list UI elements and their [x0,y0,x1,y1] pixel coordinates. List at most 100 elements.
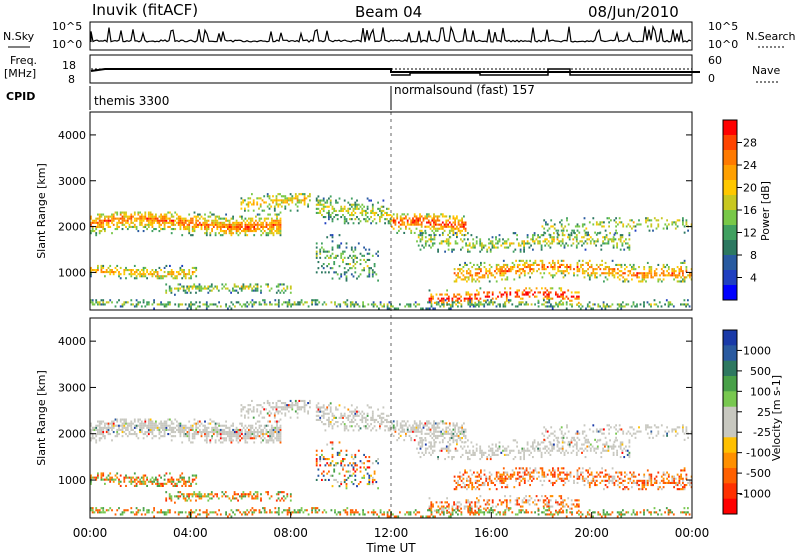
scatter-cell [284,205,287,208]
scatter-cell [370,267,372,270]
scatter-cell [256,493,259,496]
scatter-cell [340,216,343,219]
scatter-cell [488,272,491,275]
scatter-cell [119,484,122,487]
colorbar-tick-label: 4 [750,272,757,285]
scatter-cell [615,263,617,266]
scatter-cell [562,272,565,275]
scatter-cell [114,478,117,481]
scatter-cell [498,291,501,294]
scatter-cell [218,215,220,218]
scatter-cell [592,217,595,220]
scatter-cell [558,449,561,452]
scatter-cell [363,246,365,249]
scatter-cell [682,217,684,220]
scatter-cell [528,246,531,249]
scatter-cell [555,291,557,294]
scatter-cell [461,437,463,440]
scatter-cell [392,434,395,437]
scatter-cell [343,267,346,270]
scatter-cell [667,272,670,275]
scatter-cell [277,435,280,438]
scatter-cell [193,283,196,286]
scatter-cell [352,261,355,264]
scatter-cell [646,219,649,222]
scatter-cell [184,428,187,431]
scatter-cell [263,299,266,302]
scatter-cell [490,266,493,269]
scatter-cell [191,273,194,276]
scatter-cell [146,426,148,429]
scatter-cell [107,422,110,425]
scatter-cell [270,433,273,436]
scatter-cell [258,213,261,216]
scatter-cell [620,266,623,269]
scatter-cell [546,297,549,300]
scatter-cell [368,199,371,202]
scatter-cell [412,221,414,224]
scatter-cell [454,426,456,429]
scatter-cell [168,289,171,292]
scatter-cell [419,439,422,442]
scatter-cell [608,274,610,277]
scatter-cell [107,266,110,269]
scatter-cell [297,301,299,304]
scatter-cell [377,414,379,417]
scatter-cell [442,297,445,300]
scatter-cell [331,205,334,208]
scatter-cell [109,271,112,274]
scatter-cell [604,305,607,308]
scatter-cell [552,266,554,269]
scatter-cell [275,291,278,294]
scatter-cell [149,478,152,481]
scatter-cell [351,301,354,304]
scatter-cell [195,433,198,436]
scatter-cell [90,439,92,442]
scatter-cell [549,287,552,290]
scatter-cell [105,478,108,481]
scatter-cell [176,277,178,280]
scatter-cell [433,441,436,444]
scatter-cell [232,221,234,224]
scatter-cell [424,437,427,440]
scatter-cell [389,425,392,428]
scatter-cell [211,431,213,434]
scatter-cell [189,285,192,288]
scatter-cell [685,305,687,308]
scatter-cell [523,458,525,461]
scatter-cell [315,256,318,259]
scatter-cell [680,261,682,264]
scatter-cell [165,482,168,485]
scatter-cell [193,230,196,233]
scatter-cell [289,291,292,294]
scatter-cell [417,217,420,220]
scatter-cell [457,229,460,232]
scatter-cell [338,197,341,200]
scatter-cell [673,221,675,224]
scatter-cell [393,307,396,310]
scatter-cell [588,234,590,237]
scatter-cell [428,451,431,454]
scatter-cell [265,428,268,431]
scatter-cell [447,299,450,302]
scatter-cell [602,240,604,243]
scatter-cell [186,426,189,429]
scatter-cell [343,205,346,208]
scatter-cell [571,229,574,232]
scatter-cell [93,230,96,233]
scatter-cell [448,424,451,427]
scatter-cell [126,228,129,231]
scatter-cell [539,291,541,294]
scatter-cell [415,426,418,429]
scatter-cell [188,431,191,434]
scatter-cell [575,236,578,239]
scatter-cell [510,449,513,452]
scatter-cell [279,439,282,442]
scatter-cell [343,412,346,415]
scatter-cell [190,303,192,306]
scatter-cell [329,256,332,259]
scatter-cell [450,229,453,232]
scatter-cell [495,280,498,283]
scatter-cell [361,214,364,217]
scatter-cell [364,418,367,421]
